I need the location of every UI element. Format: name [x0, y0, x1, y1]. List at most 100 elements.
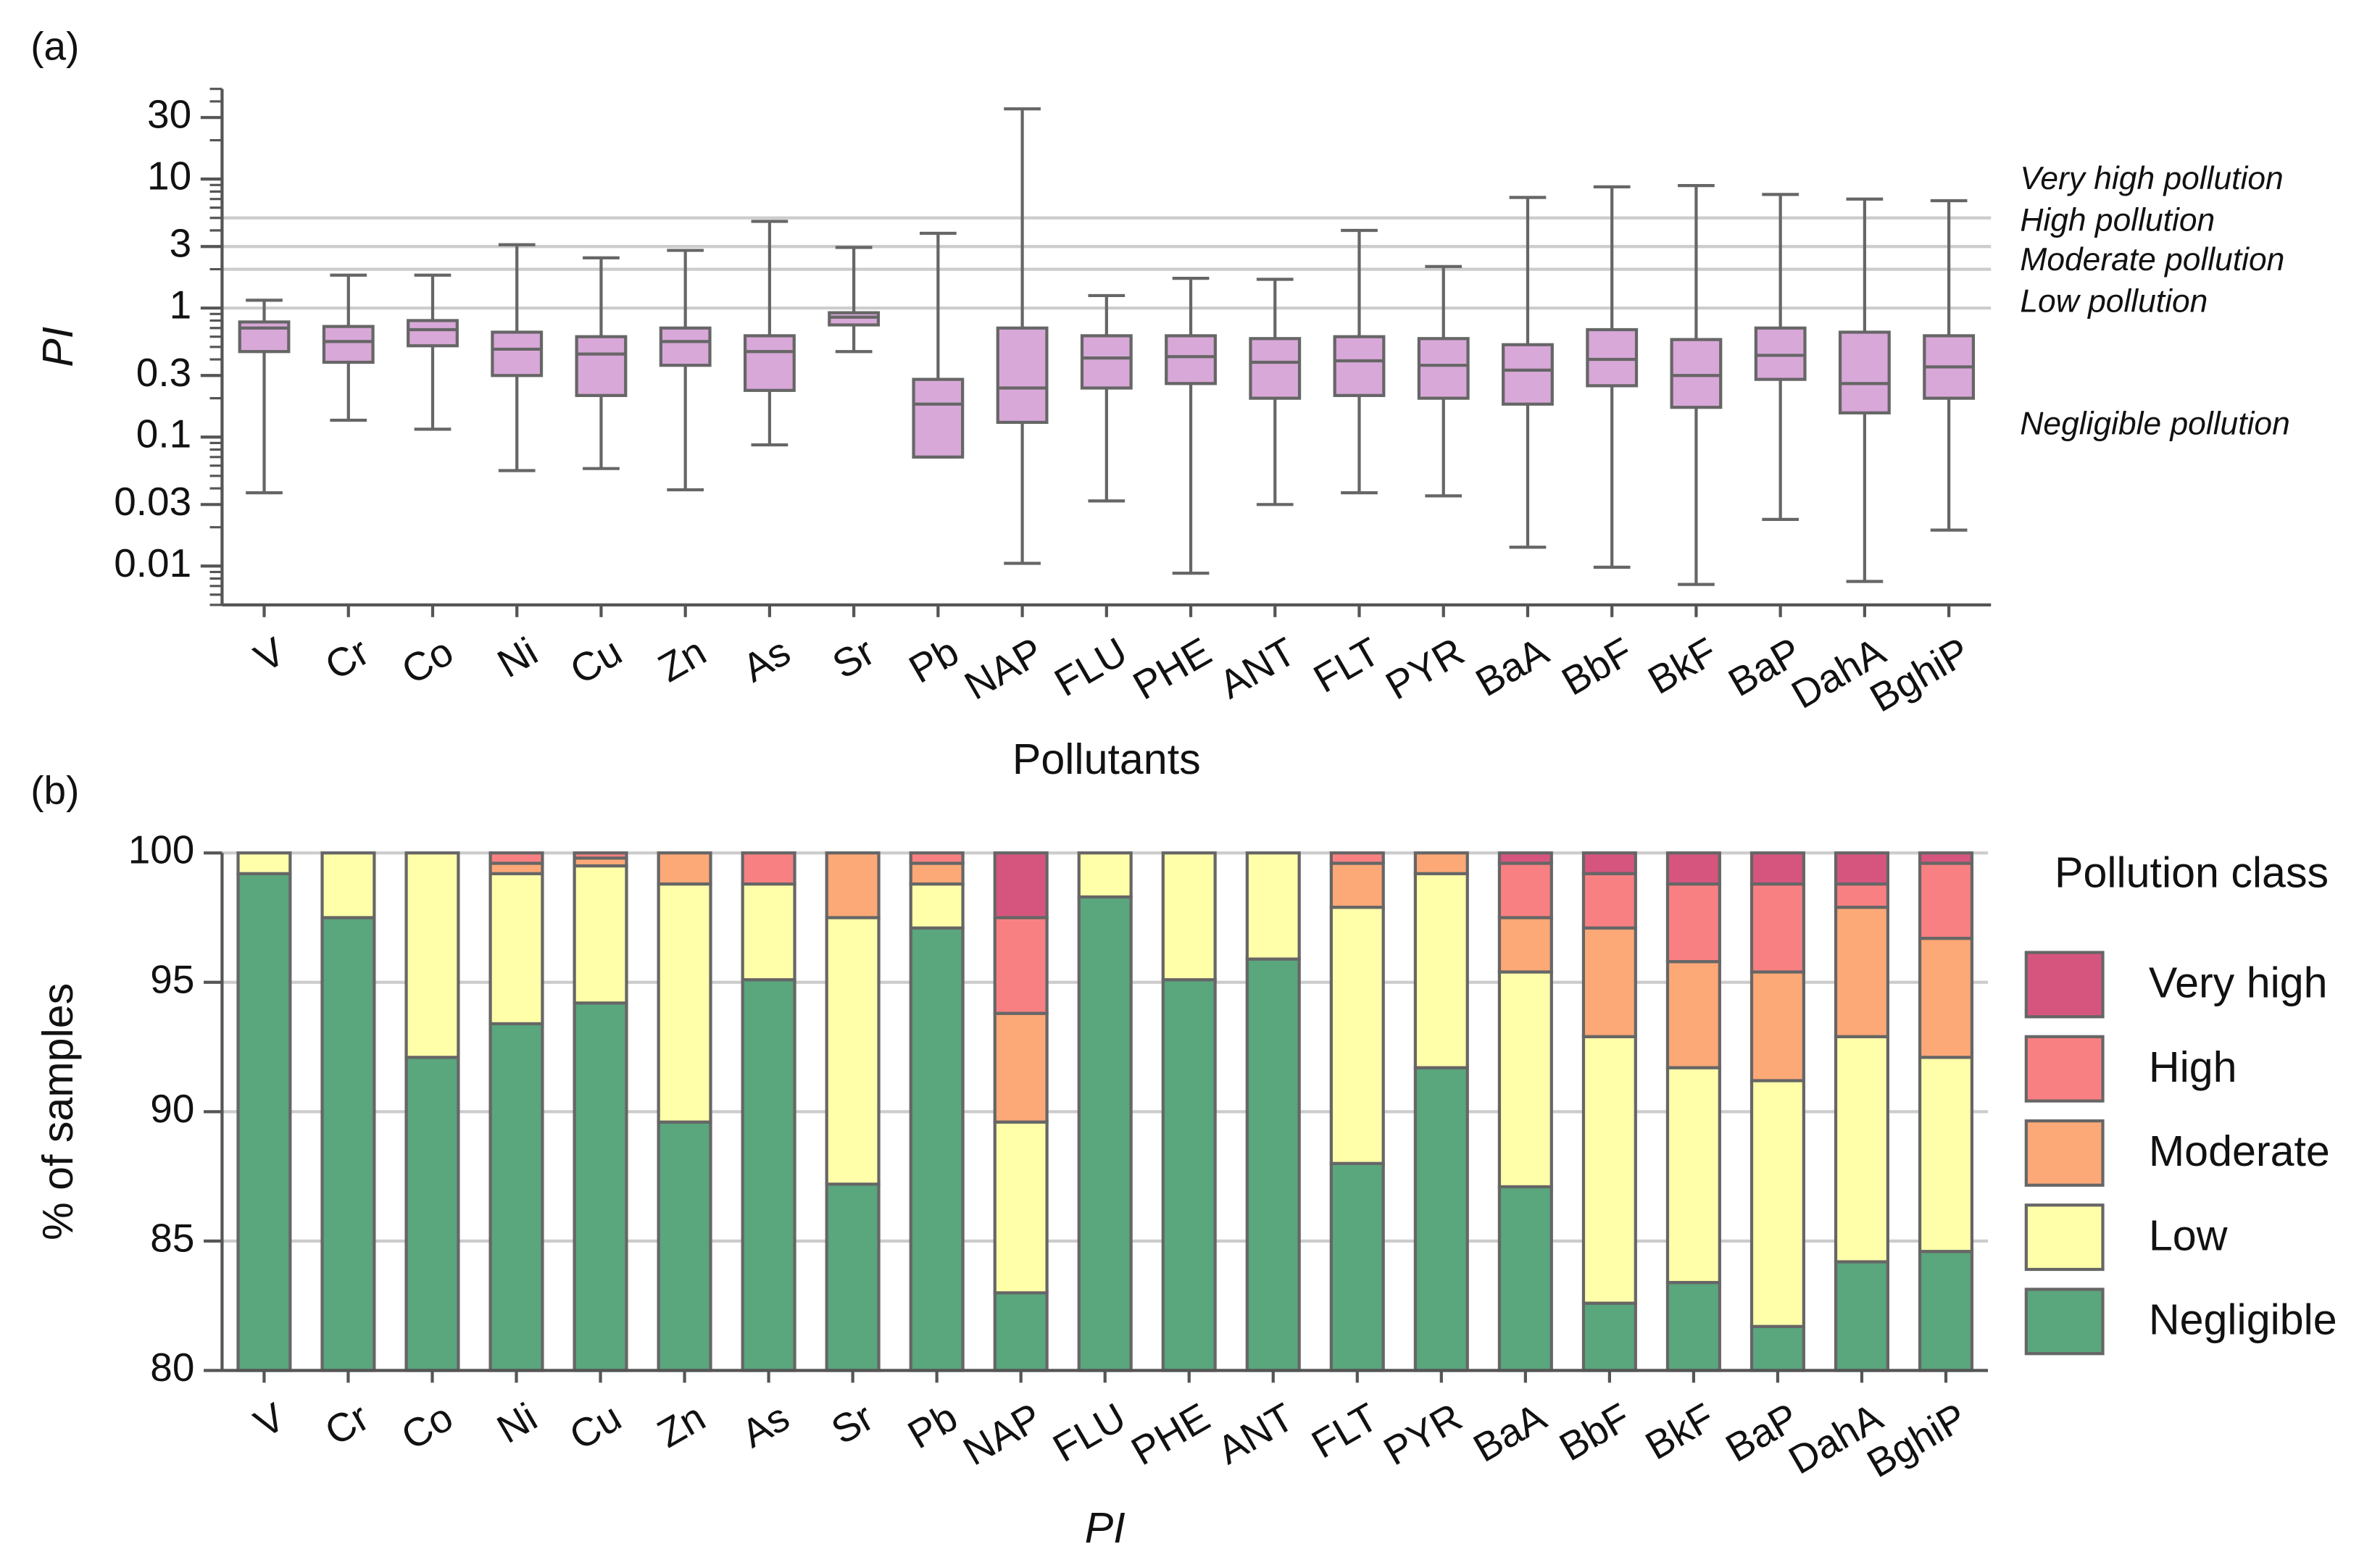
x-tick-label: Zn: [650, 1394, 713, 1456]
bar-segment: [1581, 1301, 1637, 1372]
box: [828, 311, 881, 327]
box: [238, 320, 291, 354]
bar-segment: [1918, 851, 1974, 865]
x-axis-label: PI: [1085, 1503, 1125, 1552]
legend-swatch: [2024, 951, 2105, 1019]
x-tick-label: BkF: [1640, 629, 1724, 704]
x-tick-label: PYR: [1376, 1394, 1470, 1474]
bar-segment: [1834, 906, 1890, 1038]
x-tick-label: BaA: [1468, 628, 1556, 705]
zone-label: Very high pollution: [2020, 161, 2283, 196]
y-tick-label: 95: [150, 956, 194, 1001]
bar-segment: [993, 916, 1049, 1015]
bar-segment: [1497, 916, 1553, 974]
y-axis-label: PI: [33, 327, 82, 367]
box: [1586, 327, 1639, 388]
zone-label: High pollution: [2020, 202, 2215, 238]
box: [491, 330, 544, 377]
x-tick-label: V: [246, 628, 292, 680]
bar-segment: [1161, 851, 1217, 982]
bar-segment: [1918, 1056, 1974, 1253]
x-tick-label: ANT: [1210, 1394, 1301, 1473]
legend-swatch: [2024, 1288, 2105, 1356]
x-tick-label: ANT: [1212, 629, 1303, 708]
box: [1502, 343, 1554, 406]
bar-segment: [1413, 872, 1469, 1069]
x-tick-label: BghiP: [1863, 629, 1977, 721]
x-tick-label: BbF: [1552, 1394, 1637, 1469]
y-tick-label: 90: [150, 1086, 194, 1131]
x-tick-label: BbF: [1555, 629, 1640, 704]
bar-segment: [1918, 1250, 1974, 1372]
bar-segment: [1329, 851, 1385, 865]
bar-segment: [1413, 1066, 1469, 1372]
panel-label: (b): [30, 767, 79, 812]
bar-segment: [488, 872, 544, 1026]
x-tick-label: BaA: [1466, 1394, 1554, 1471]
bar-segment: [573, 1001, 628, 1372]
box: [1754, 326, 1807, 381]
x-tick-label: Sr: [825, 629, 882, 688]
x-tick-label: FLU: [1045, 1394, 1133, 1471]
bar-segment: [236, 851, 292, 875]
x-tick-label: BkF: [1638, 1394, 1722, 1469]
bar-segment: [1245, 957, 1301, 1372]
bar-segment: [1834, 851, 1890, 886]
bar-segment: [1749, 882, 1805, 974]
y-tick-label: 10: [147, 154, 191, 199]
x-tick-label: NAP: [955, 1394, 1049, 1474]
box: [912, 377, 965, 459]
bar-segment: [1329, 906, 1385, 1165]
legend-swatch: [2024, 1203, 2105, 1272]
box: [1417, 337, 1470, 400]
bar-segment: [1749, 851, 1805, 886]
bar-segment: [1497, 861, 1553, 919]
x-tick-label: Pb: [902, 629, 966, 692]
bar-segment: [1665, 882, 1721, 964]
bar-segment: [1834, 1260, 1890, 1372]
bar-segment: [825, 1182, 881, 1372]
bar-segment: [573, 864, 628, 1005]
y-tick-label: 0.1: [136, 412, 191, 456]
bar-segment: [1077, 895, 1133, 1372]
x-tick-label: BghiP: [1860, 1394, 1974, 1486]
y-tick-label: 30: [147, 92, 191, 137]
bar-segment: [1749, 1079, 1805, 1328]
bar-segment: [1161, 978, 1217, 1372]
bar-segment: [488, 861, 544, 875]
x-tick-label: Cr: [317, 629, 376, 689]
bar-segment: [236, 872, 292, 1372]
bar-segment: [909, 851, 965, 865]
bar-segment: [1077, 851, 1133, 899]
bar-segment: [404, 1056, 460, 1372]
box: [1670, 338, 1723, 409]
legend-swatch: [2024, 1119, 2105, 1187]
bar-segment: [1749, 1324, 1805, 1372]
bar-segment: [741, 978, 796, 1372]
legend-label: Very high: [2149, 959, 2328, 1007]
bar-segment: [657, 882, 712, 1124]
x-tick-label: FLU: [1047, 629, 1135, 706]
y-tick-label: 0.01: [114, 541, 191, 585]
x-tick-label: Co: [394, 629, 461, 693]
y-tick-label: 0.03: [114, 479, 191, 524]
bar-segment: [993, 1011, 1049, 1124]
box: [322, 325, 375, 364]
bar-segment: [1581, 926, 1637, 1038]
bar-segment: [909, 861, 965, 886]
y-axis-label: % of samples: [33, 983, 82, 1240]
bar-segment: [1329, 861, 1385, 909]
box: [1838, 330, 1891, 414]
x-tick-label: Pb: [900, 1394, 965, 1457]
bar-segment: [320, 851, 376, 919]
box: [575, 335, 628, 397]
bar-segment: [741, 851, 796, 886]
zone-label: Moderate pollution: [2020, 242, 2284, 277]
x-tick-label: Ni: [490, 629, 545, 687]
box: [743, 334, 796, 392]
x-tick-label: As: [734, 1394, 797, 1456]
bar-segment: [488, 851, 544, 865]
y-tick-label: 3: [170, 221, 192, 266]
